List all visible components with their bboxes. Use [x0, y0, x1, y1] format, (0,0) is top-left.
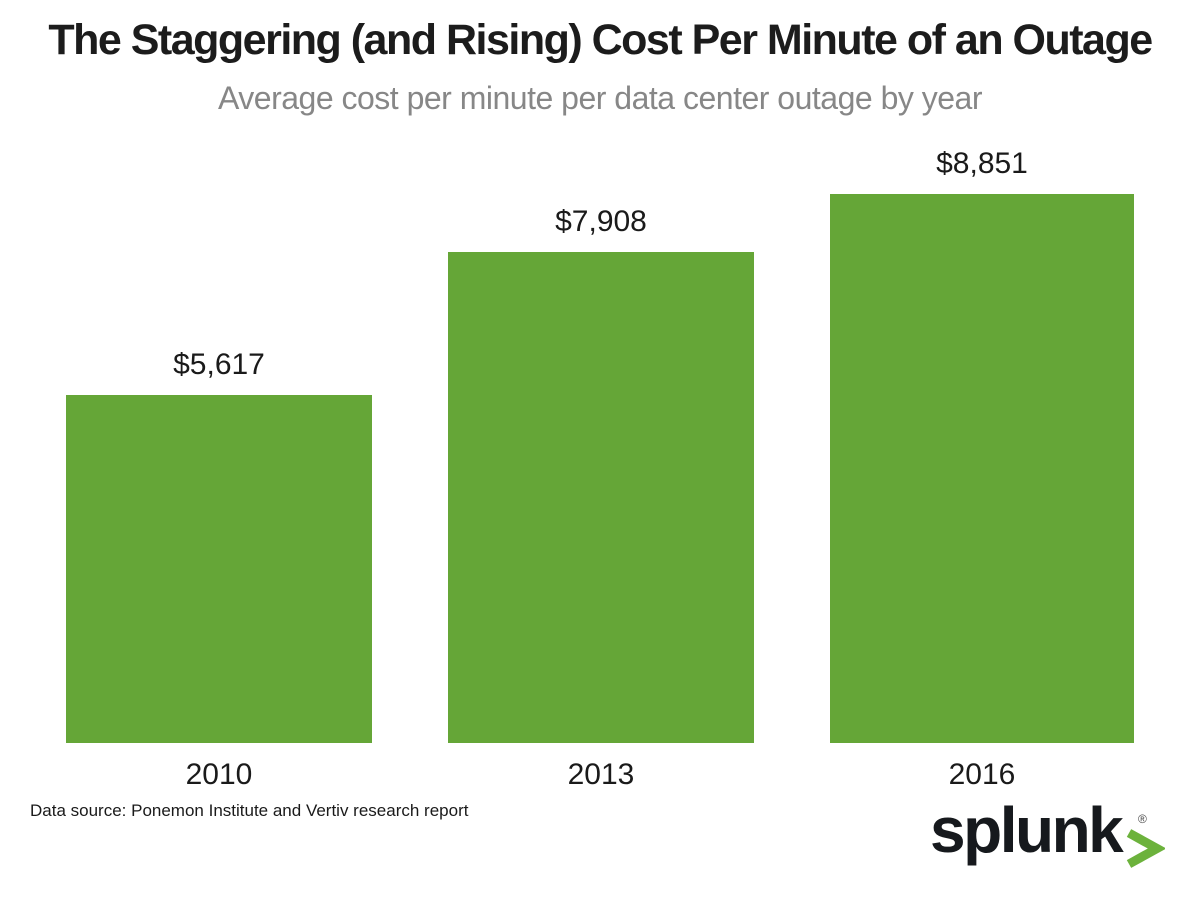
bar-value-label: $7,908 — [555, 205, 647, 238]
bar — [448, 252, 754, 743]
bar-value-label: $8,851 — [936, 147, 1028, 180]
chart-title: The Staggering (and Rising) Cost Per Min… — [48, 16, 1153, 64]
splunk-chevron-icon — [1126, 829, 1165, 868]
splunk-wordmark: splunk — [930, 794, 1124, 866]
data-source-note: Data source: Ponemon Institute and Verti… — [30, 801, 469, 820]
bar-year-label: 2013 — [567, 758, 635, 791]
bar-value-label: $5,617 — [173, 348, 265, 381]
bar — [66, 395, 372, 743]
chart-subtitle: Average cost per minute per data center … — [218, 80, 983, 116]
bar — [830, 194, 1134, 743]
splunk-logo: splunk ® — [930, 798, 1180, 888]
bar-year-label: 2016 — [948, 758, 1016, 791]
registered-trademark-symbol: ® — [1138, 812, 1147, 826]
bar-year-label: 2010 — [185, 758, 253, 791]
